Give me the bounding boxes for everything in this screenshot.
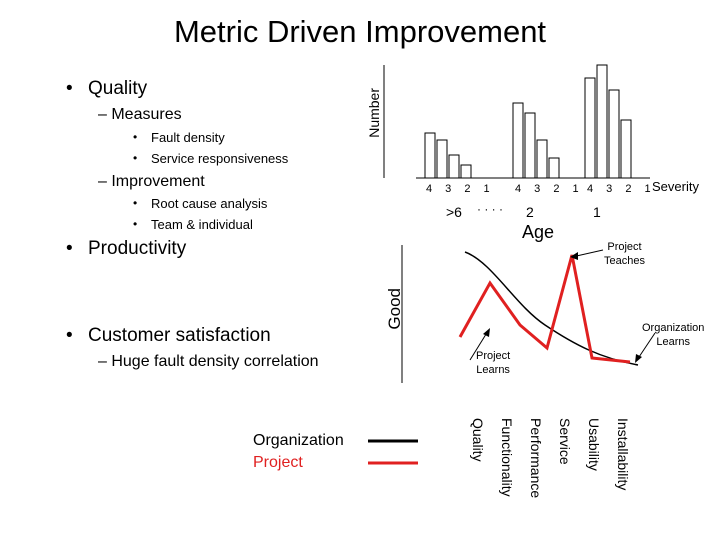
histogram-ticks-over6: 4 3 2 1	[426, 183, 495, 195]
histogram-bar	[608, 89, 620, 179]
histogram-ticks-2: 4 3 2 1	[515, 183, 584, 195]
histogram-bar	[548, 157, 560, 179]
page-title: Metric Driven Improvement	[173, 14, 547, 49]
improvement-label: Improvement	[111, 173, 205, 190]
histogram-bar	[424, 132, 436, 179]
annotation-organization-learns: Organization Learns	[642, 322, 705, 348]
item-service-responsiveness: Service responsiveness	[133, 151, 288, 166]
item-team-individual: Team & individual	[133, 217, 253, 232]
category-installability: Installability	[615, 418, 631, 491]
age-group-over6: >6	[446, 204, 462, 220]
sub-bullet-measures: – Measures	[98, 106, 182, 123]
histogram-bar	[620, 119, 632, 179]
age-group-1: 1	[593, 204, 601, 220]
histogram-y-label: Number	[366, 88, 382, 138]
category-performance: Performance	[528, 418, 544, 499]
project-line	[458, 254, 631, 364]
item-fault-density: Fault density	[133, 130, 225, 145]
histogram-bar	[584, 77, 596, 179]
organization-curve	[464, 251, 639, 366]
histogram-bar	[512, 102, 524, 179]
histogram-ticks-1: 4 3 2 1	[587, 183, 656, 195]
severity-label: Severity	[652, 179, 699, 194]
arrowhead	[570, 252, 578, 260]
annotation-project-teaches: Project Teaches	[604, 241, 645, 267]
annotation-project-learns: Project Learns	[476, 350, 511, 376]
huge-fault-label: Huge fault density correlation	[111, 353, 319, 370]
good-axis-label: Good	[385, 288, 404, 330]
histogram-group-1	[584, 64, 632, 179]
category-usability: Usability	[586, 418, 602, 471]
measures-label: Measures	[111, 106, 182, 123]
legend-project: Project	[253, 454, 303, 471]
arrowhead	[635, 354, 642, 363]
bullet-quality: Quality	[66, 78, 147, 100]
histogram-bar	[436, 139, 448, 179]
sub-bullet-improvement: – Improvement	[98, 173, 205, 190]
arrowhead	[483, 328, 490, 337]
category-service: Service	[557, 418, 573, 465]
project-learns-arrow	[469, 330, 489, 361]
histogram-group-over6	[424, 132, 472, 179]
age-group-2: 2	[526, 204, 534, 220]
item-root-cause: Root cause analysis	[133, 196, 267, 211]
histogram-bar	[596, 64, 608, 179]
histogram-group-2	[512, 102, 560, 179]
age-ellipsis: · · · ·	[477, 202, 503, 216]
histogram-bar	[448, 154, 460, 179]
bullet-customer-satisfaction: Customer satisfaction	[66, 325, 271, 347]
organization-learns-arrow	[636, 332, 656, 361]
category-functionality: Functionality	[499, 418, 515, 497]
age-axis-label: Age	[522, 222, 555, 242]
legend-organization: Organization	[253, 432, 344, 449]
bullet-productivity: Productivity	[66, 238, 186, 260]
histogram-bar	[524, 112, 536, 179]
sub-bullet-huge-fault: – Huge fault density correlation	[98, 353, 319, 370]
category-quality: Quality	[470, 418, 486, 462]
histogram-bar	[460, 164, 472, 179]
histogram-bar	[536, 139, 548, 179]
